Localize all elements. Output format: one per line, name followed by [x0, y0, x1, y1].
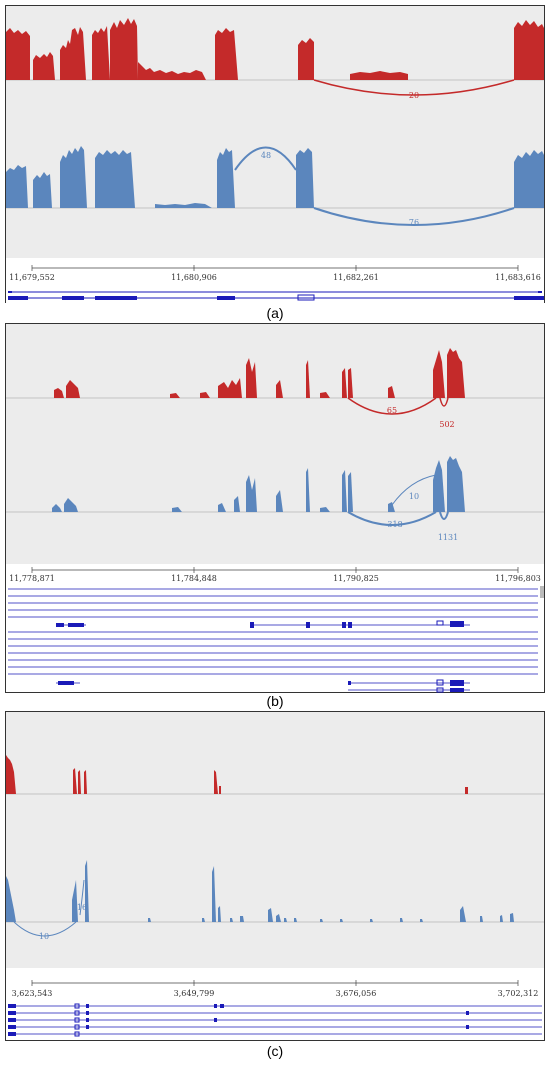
panel-c-coverage-top: [6, 755, 468, 794]
panel-c-junction-label-bottom-0: 16: [77, 903, 87, 912]
panel-c: 16 10 3,623,543 3,649,799 3,676,056 3,70…: [6, 712, 544, 1039]
panel-b-tick-3: 11,796,803: [495, 574, 541, 583]
panel-a-junction-arc-upper: [234, 146, 297, 171]
panel-c-tick-0: 3,623,543: [12, 989, 53, 998]
panel-b-tick-0: 11,778,871: [9, 574, 55, 583]
panel-b-junction-label-top-0: 65: [387, 406, 397, 415]
panel-a-tick-2: 11,682,261: [333, 273, 379, 282]
panel-a: 20 48 76: [6, 6, 544, 303]
panel-a-junction-label-bottom-0: 48: [261, 151, 271, 160]
panel-b-junction-arc-upper: [391, 474, 437, 506]
panel-b-junction-arc-top-0: [347, 397, 437, 415]
panel-a-tick-3: 11,683,616: [495, 273, 541, 282]
panel-a-gene-track: [6, 287, 544, 303]
panel-b-axis: 11,778,871 11,784,848 11,790,825 11,796,…: [9, 567, 541, 583]
panel-b-frame: [5, 323, 545, 693]
panel-b-junction-label-bottom-1: 318: [387, 520, 402, 529]
panel-c-tick-1: 3,649,799: [174, 989, 215, 998]
panel-a-label: (a): [266, 305, 284, 321]
panel-b-junction-arc-small: [439, 511, 449, 520]
panel-a-junction-label-top-0: 20: [409, 91, 419, 100]
panel-a-coverage-top: [6, 18, 544, 80]
panel-c-tick-3: 3,702,312: [498, 989, 539, 998]
panel-b-junction-arc-top-1: [439, 397, 449, 407]
panel-a-junction-arc-top: [313, 79, 515, 96]
panel-a-coverage-bottom: [6, 146, 544, 208]
panel-b-junction-label-bottom-2: 1131: [438, 533, 458, 542]
panel-c-track-bg: [6, 712, 544, 968]
panel-c-gene-track: [6, 1001, 544, 1039]
panel-b-coverage-bottom: [52, 456, 465, 512]
panel-c-junction-label-bottom-1: 10: [39, 932, 49, 941]
panel-c-label: (c): [266, 1043, 284, 1059]
panel-c-tick-2: 3,676,056: [336, 989, 377, 998]
panel-b-track-bg: [6, 324, 544, 564]
panel-c-coverage-bottom: [6, 860, 514, 922]
panel-b-tick-1: 11,784,848: [171, 574, 217, 583]
panel-a-tick-1: 11,680,906: [171, 273, 217, 282]
panel-b-coverage-top: [54, 348, 465, 398]
panel-c-junction-arc-upper: [79, 879, 85, 916]
panel-b-label: (b): [266, 693, 284, 709]
panel-b-tick-2: 11,790,825: [333, 574, 379, 583]
panel-b: 65 502 10: [6, 324, 544, 693]
panel-b-junction-label-top-1: 502: [439, 420, 454, 429]
panel-b-junction-arc-lower: [347, 511, 437, 526]
panel-b-junction-label-bottom-0: 10: [409, 492, 419, 501]
panel-c-junction-arc-lower: [13, 921, 77, 937]
panel-a-junction-arc-lower: [313, 207, 515, 226]
panel-c-axis: 3,623,543 3,649,799 3,676,056 3,702,312: [12, 980, 539, 998]
panel-a-junction-label-bottom-1: 76: [409, 218, 419, 227]
panel-c-frame: [5, 711, 545, 1041]
panel-a-axis: 11,679,552 11,680,906 11,682,261 11,683,…: [9, 265, 541, 282]
panel-a-tick-0: 11,679,552: [9, 273, 55, 282]
panel-b-gene-track: [6, 585, 544, 693]
